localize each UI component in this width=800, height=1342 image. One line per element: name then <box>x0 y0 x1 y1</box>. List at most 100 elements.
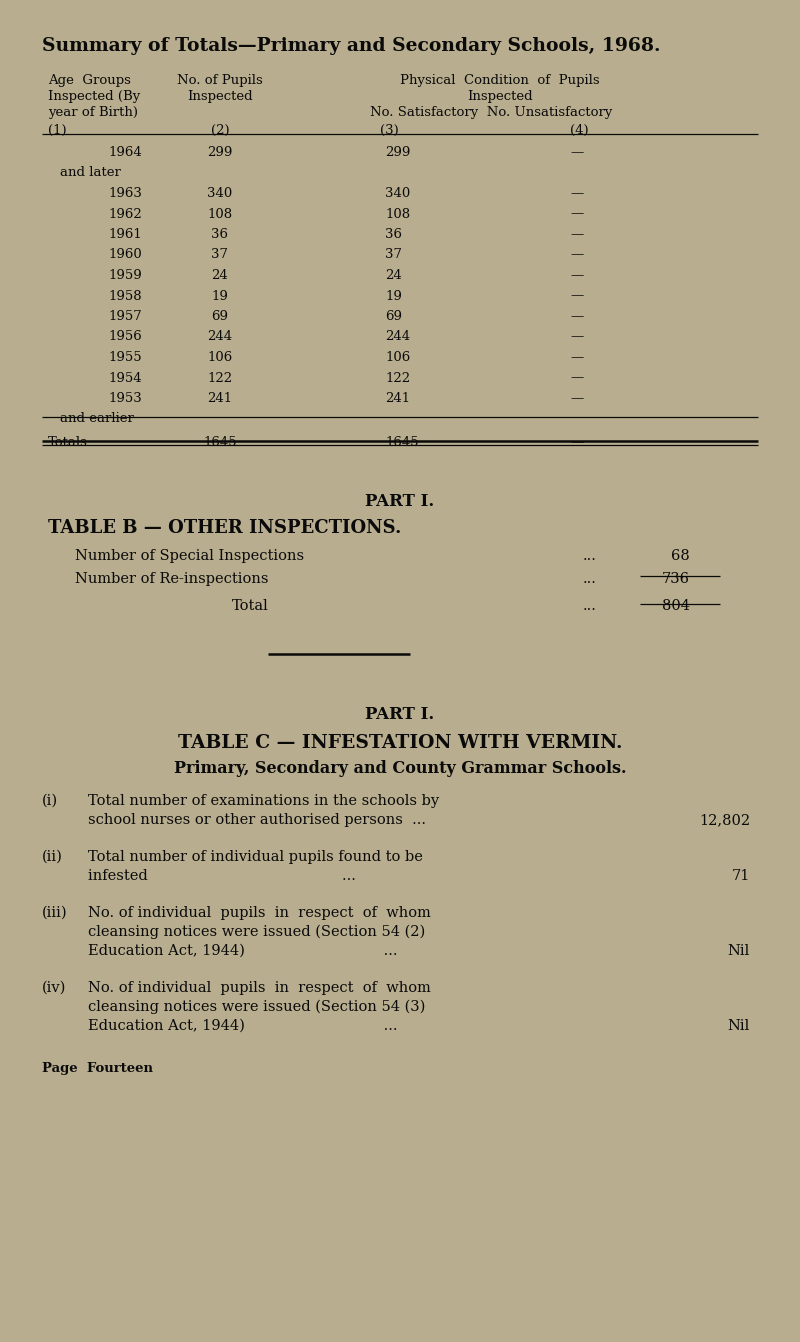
Text: Page  Fourteen: Page Fourteen <box>42 1062 153 1075</box>
Text: (3): (3) <box>380 123 398 137</box>
Text: 1645: 1645 <box>385 436 418 450</box>
Text: 244: 244 <box>385 330 410 344</box>
Text: Age  Groups: Age Groups <box>48 74 131 87</box>
Text: —: — <box>570 187 583 200</box>
Text: —: — <box>570 268 583 282</box>
Text: Education Act, 1944)                              ...: Education Act, 1944) ... <box>88 943 398 958</box>
Text: Inspected (By: Inspected (By <box>48 90 140 103</box>
Text: 36: 36 <box>385 228 402 242</box>
Text: No. of Pupils: No. of Pupils <box>177 74 263 87</box>
Text: 1953: 1953 <box>108 392 142 405</box>
Text: 108: 108 <box>207 208 233 220</box>
Text: 69: 69 <box>211 310 229 323</box>
Text: school nurses or other authorised persons  ...: school nurses or other authorised person… <box>88 813 426 827</box>
Text: 122: 122 <box>207 372 233 385</box>
Text: 36: 36 <box>211 228 229 242</box>
Text: —: — <box>570 310 583 323</box>
Text: infested                                          ...: infested ... <box>88 870 356 883</box>
Text: 37: 37 <box>385 248 402 262</box>
Text: —: — <box>570 228 583 242</box>
Text: 299: 299 <box>385 146 410 158</box>
Text: 19: 19 <box>211 290 229 302</box>
Text: 122: 122 <box>385 372 410 385</box>
Text: —: — <box>570 436 583 450</box>
Text: —: — <box>570 146 583 158</box>
Text: No. of individual  pupils  in  respect  of  whom: No. of individual pupils in respect of w… <box>88 906 431 921</box>
Text: 241: 241 <box>207 392 233 405</box>
Text: 19: 19 <box>385 290 402 302</box>
Text: —: — <box>570 352 583 364</box>
Text: 736: 736 <box>662 572 690 586</box>
Text: 1960: 1960 <box>108 248 142 262</box>
Text: Nil: Nil <box>728 1019 750 1033</box>
Text: 340: 340 <box>385 187 410 200</box>
Text: 108: 108 <box>385 208 410 220</box>
Text: 106: 106 <box>385 352 410 364</box>
Text: Total: Total <box>232 599 268 613</box>
Text: 69: 69 <box>385 310 402 323</box>
Text: 804: 804 <box>662 599 690 613</box>
Text: PART I.: PART I. <box>366 706 434 723</box>
Text: 1961: 1961 <box>108 228 142 242</box>
Text: 24: 24 <box>212 268 228 282</box>
Text: 68: 68 <box>671 549 690 564</box>
Text: PART I.: PART I. <box>366 493 434 510</box>
Text: ...: ... <box>583 549 597 564</box>
Text: —: — <box>570 248 583 262</box>
Text: (2): (2) <box>210 123 230 137</box>
Text: 1962: 1962 <box>108 208 142 220</box>
Text: 241: 241 <box>385 392 410 405</box>
Text: 106: 106 <box>207 352 233 364</box>
Text: —: — <box>570 330 583 344</box>
Text: Summary of Totals—Primary and Secondary Schools, 1968.: Summary of Totals—Primary and Secondary … <box>42 38 661 55</box>
Text: Number of Special Inspections: Number of Special Inspections <box>75 549 304 564</box>
Text: 299: 299 <box>207 146 233 158</box>
Text: No. of individual  pupils  in  respect  of  whom: No. of individual pupils in respect of w… <box>88 981 431 994</box>
Text: and earlier: and earlier <box>60 412 134 425</box>
Text: 1958: 1958 <box>108 290 142 302</box>
Text: 1954: 1954 <box>108 372 142 385</box>
Text: (1): (1) <box>48 123 66 137</box>
Text: Total number of individual pupils found to be: Total number of individual pupils found … <box>88 849 423 864</box>
Text: 12,802: 12,802 <box>699 813 750 827</box>
Text: 1959: 1959 <box>108 268 142 282</box>
Text: 37: 37 <box>211 248 229 262</box>
Text: 1957: 1957 <box>108 310 142 323</box>
Text: 24: 24 <box>385 268 402 282</box>
Text: ...: ... <box>583 599 597 613</box>
Text: Physical  Condition  of  Pupils: Physical Condition of Pupils <box>400 74 600 87</box>
Text: Totals: Totals <box>48 436 88 450</box>
Text: No. Satisfactory  No. Unsatisfactory: No. Satisfactory No. Unsatisfactory <box>370 106 612 119</box>
Text: Primary, Secondary and County Grammar Schools.: Primary, Secondary and County Grammar Sc… <box>174 760 626 777</box>
Text: year of Birth): year of Birth) <box>48 106 138 119</box>
Text: 71: 71 <box>732 870 750 883</box>
Text: —: — <box>570 372 583 385</box>
Text: (4): (4) <box>570 123 589 137</box>
Text: Number of Re-inspections: Number of Re-inspections <box>75 572 269 586</box>
Text: Total number of examinations in the schools by: Total number of examinations in the scho… <box>88 794 439 808</box>
Text: 1963: 1963 <box>108 187 142 200</box>
Text: 1955: 1955 <box>108 352 142 364</box>
Text: —: — <box>570 290 583 302</box>
Text: Inspected: Inspected <box>187 90 253 103</box>
Text: TABLE C — INFESTATION WITH VERMIN.: TABLE C — INFESTATION WITH VERMIN. <box>178 734 622 752</box>
Text: and later: and later <box>60 166 121 180</box>
Text: ...: ... <box>583 572 597 586</box>
Text: Inspected: Inspected <box>467 90 533 103</box>
Text: 1964: 1964 <box>108 146 142 158</box>
Text: 1645: 1645 <box>203 436 237 450</box>
Text: Education Act, 1944)                              ...: Education Act, 1944) ... <box>88 1019 398 1033</box>
Text: (ii): (ii) <box>42 849 63 864</box>
Text: (iii): (iii) <box>42 906 68 921</box>
Text: cleansing notices were issued (Section 54 (2): cleansing notices were issued (Section 5… <box>88 925 426 939</box>
Text: —: — <box>570 208 583 220</box>
Text: 244: 244 <box>207 330 233 344</box>
Text: Nil: Nil <box>728 943 750 958</box>
Text: cleansing notices were issued (Section 54 (3): cleansing notices were issued (Section 5… <box>88 1000 426 1015</box>
Text: (i): (i) <box>42 794 58 808</box>
Text: 340: 340 <box>207 187 233 200</box>
Text: 1956: 1956 <box>108 330 142 344</box>
Text: —: — <box>570 392 583 405</box>
Text: (iv): (iv) <box>42 981 66 994</box>
Text: TABLE B — OTHER INSPECTIONS.: TABLE B — OTHER INSPECTIONS. <box>48 519 402 537</box>
